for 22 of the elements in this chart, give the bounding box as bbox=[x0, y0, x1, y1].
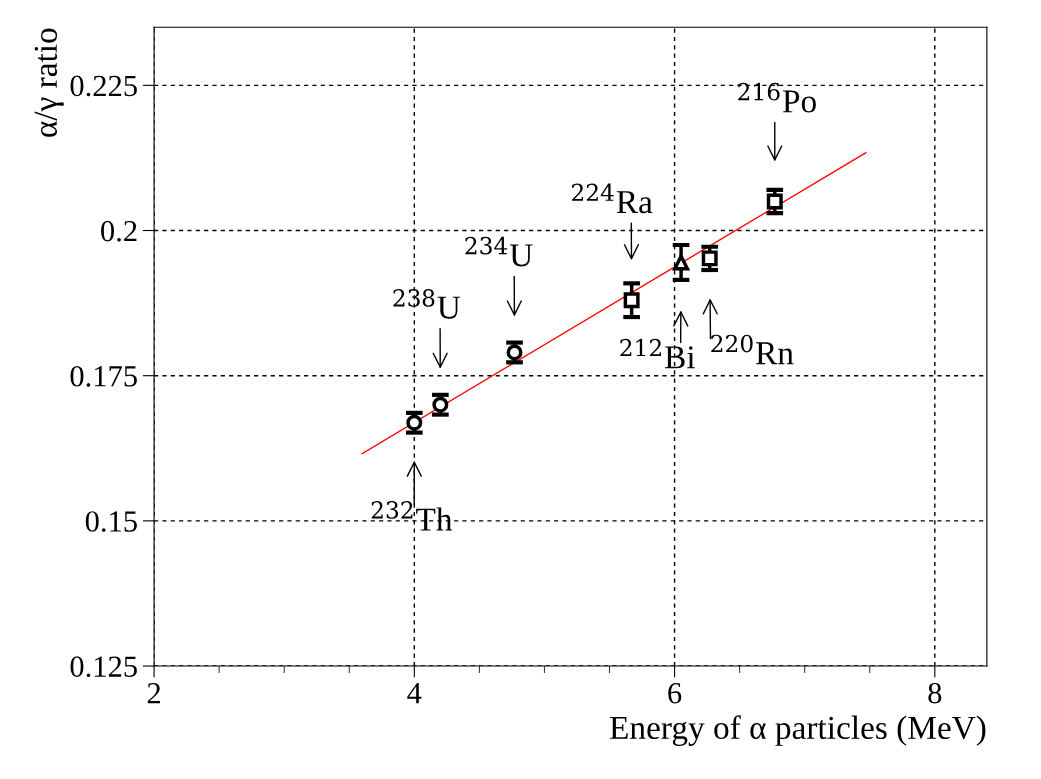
y-tick-label: 0.15 bbox=[85, 511, 137, 532]
x-axis-title: Energy of α particles (MeV) bbox=[609, 715, 986, 746]
point bbox=[766, 193, 783, 210]
annotation: $^{212}$Bi bbox=[620, 338, 695, 369]
point bbox=[673, 254, 690, 271]
y-axis-title: α/γ ratio bbox=[34, 28, 64, 137]
x-tick-label: 6 bbox=[668, 682, 682, 704]
x-tick-label: 8 bbox=[928, 682, 942, 704]
y-tick-label: 0.175 bbox=[70, 365, 137, 387]
y-tick-label: 0.2 bbox=[101, 220, 137, 242]
x-tick-label: 2 bbox=[147, 682, 161, 704]
annotation: $^{216}$Po bbox=[738, 82, 816, 113]
point bbox=[701, 250, 718, 267]
annotation: $^{234}$U bbox=[465, 236, 533, 267]
annotation: $^{238}$U bbox=[393, 289, 461, 319]
y-tick-label: 0.225 bbox=[70, 75, 137, 97]
point bbox=[623, 292, 640, 309]
y-tick-label: 0.125 bbox=[70, 656, 137, 678]
x-tick-label: 4 bbox=[407, 683, 422, 704]
annotation: $^{220}$Rn bbox=[711, 334, 794, 365]
annotation: $^{232}$Th bbox=[371, 501, 453, 531]
annotation: $^{224}$Ra bbox=[572, 183, 653, 214]
